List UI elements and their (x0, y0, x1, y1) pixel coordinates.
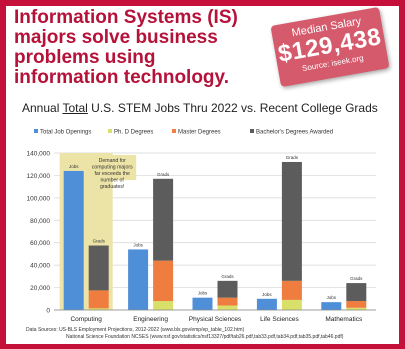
annotation-text: computing majors (92, 165, 133, 171)
bar-jobs (321, 302, 342, 310)
headline-line: Information Systems (IS) (14, 7, 238, 28)
chart-legend: Total Job Openings Ph. D Degrees Master De… (34, 129, 333, 136)
chart-bars: Jobs Grads Jobs Grads Jobs Grads Jobs Grads Jobs… (63, 155, 367, 310)
bar-label-grads: Grads (221, 274, 234, 279)
footer-line: National Science Foundation NCSES (www.n… (66, 333, 344, 340)
bar-jobs (63, 170, 84, 310)
bar-segment (217, 297, 238, 306)
frame-top-border (0, 0, 405, 6)
bar-label-jobs: Jobs (262, 292, 272, 297)
bar-segment (346, 283, 367, 302)
legend-label: Ph. D Degrees (114, 130, 153, 136)
bar-label-jobs: Jobs (133, 242, 143, 247)
frame-left-border (0, 0, 6, 349)
x-tick-label: Physical Sciences (189, 316, 242, 323)
y-tick-label: 140,000 (27, 151, 51, 158)
y-tick-label: 0 (46, 308, 50, 315)
data-sources-footer: Data Sources: US-BLS Employment Projecti… (26, 327, 401, 340)
chart-title-part: Annual (22, 101, 63, 115)
headline-line: information technology. (14, 67, 229, 88)
legend-label: Master Degrees (178, 130, 221, 136)
chart-title-part: U.S. STEM Jobs Thru 2022 vs. Recent Coll… (87, 101, 378, 115)
bar-segment (346, 307, 367, 310)
bar-segment (88, 290, 109, 309)
y-tick-label: 20,000 (30, 285, 50, 292)
bar-label-grads: Grads (350, 276, 363, 281)
bar-jobs (256, 298, 277, 310)
legend-swatch (250, 129, 254, 133)
headline: Information Systems (IS) majors solve bu… (14, 8, 279, 88)
footer-line: Data Sources: US-BLS Employment Projecti… (26, 327, 245, 333)
legend-swatch (108, 129, 112, 133)
y-tick-label: 60,000 (30, 240, 50, 247)
legend-swatch (34, 129, 38, 133)
bar-label-grads: Grads (157, 172, 170, 177)
chart-title-emphasis: Total (62, 101, 88, 115)
headline-line: problems using (14, 47, 156, 68)
bar-segment (153, 301, 174, 310)
y-tick-label: 100,000 (27, 195, 51, 202)
bar-segment (88, 245, 109, 291)
bar-segment (281, 299, 302, 310)
bar-segment (217, 305, 238, 310)
annotation-text: number of (101, 178, 125, 184)
bar-segment (281, 161, 302, 281)
bar-label-grads: Grads (286, 155, 299, 160)
frame-bottom-border (0, 344, 405, 349)
bar-label-jobs: Jobs (69, 164, 79, 169)
bar-label-jobs: Jobs (327, 295, 337, 300)
legend-label: Bachelor's Degrees Awarded (256, 130, 333, 136)
bar-segment (346, 301, 367, 308)
y-tick-label: 40,000 (30, 263, 50, 270)
bar-segment (217, 280, 238, 298)
annotation-text: graduates! (100, 184, 125, 190)
bar-segment (88, 308, 109, 310)
chart-title: Annual Total U.S. STEM Jobs Thru 2022 vs… (22, 101, 378, 115)
annotation-text: far exceeds the (94, 171, 130, 177)
chart-axes: 0 20,000 40,000 60,000 80,000 100,000 120,000 1… (27, 151, 376, 323)
bar-jobs (192, 297, 213, 310)
annotation-box (88, 155, 137, 180)
bar-segment (153, 178, 174, 261)
y-tick-label: 80,000 (30, 218, 50, 225)
x-tick-label: Mathematics (325, 316, 363, 323)
bar-label-jobs: Jobs (198, 291, 208, 296)
frame-right-border (399, 0, 405, 349)
bar-segment (281, 280, 302, 300)
bar-jobs (128, 249, 149, 310)
x-tick-label: Life Sciences (260, 316, 299, 323)
annotation-text: Demand for (99, 158, 126, 164)
x-tick-label: Computing (70, 316, 102, 323)
legend-swatch (172, 129, 176, 133)
y-tick-label: 120,000 (27, 173, 51, 180)
headline-line: majors solve business (14, 27, 218, 48)
legend-label: Total Job Openings (40, 130, 91, 136)
bar-label-grads: Grads (93, 239, 106, 244)
bar-segment (153, 260, 174, 302)
x-tick-label: Engineering (133, 316, 168, 323)
